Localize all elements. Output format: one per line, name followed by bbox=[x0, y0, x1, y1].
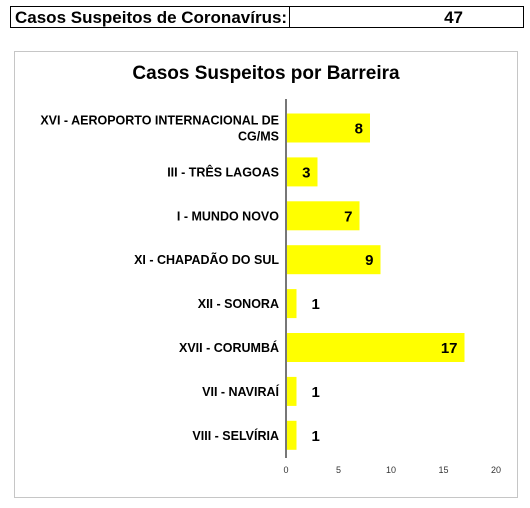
data-label: 7 bbox=[344, 208, 352, 225]
category-label: III - TRÊS LAGOAS bbox=[167, 164, 279, 179]
category-label: I - MUNDO NOVO bbox=[177, 209, 279, 223]
x-tick-label: 10 bbox=[386, 465, 396, 475]
category-label: XI - CHAPADÃO DO SUL bbox=[134, 252, 279, 267]
data-label: 9 bbox=[365, 252, 373, 269]
category-label: XVII - CORUMBÁ bbox=[179, 340, 279, 355]
category-label: XII - SONORA bbox=[198, 297, 279, 311]
suspected-cases-summary: Casos Suspeitos de Coronavírus: 47 bbox=[10, 6, 524, 28]
chart-panel: Casos Suspeitos por Barreira 8 XVI - AERO… bbox=[14, 51, 518, 498]
category-label: CG/MS bbox=[238, 130, 279, 144]
data-label: 8 bbox=[355, 121, 363, 138]
x-tick-label: 0 bbox=[283, 465, 288, 475]
data-label: 1 bbox=[312, 384, 320, 401]
bar bbox=[286, 289, 297, 319]
data-label: 17 bbox=[441, 340, 458, 357]
data-label: 1 bbox=[312, 428, 320, 445]
category-label: VII - NAVIRAÍ bbox=[202, 384, 279, 399]
summary-label: Casos Suspeitos de Coronavírus: bbox=[15, 8, 288, 27]
data-label: 1 bbox=[312, 296, 320, 313]
bar bbox=[286, 420, 297, 450]
bar bbox=[286, 376, 297, 406]
bar bbox=[286, 245, 381, 275]
category-label: XVI - AEROPORTO INTERNACIONAL DE bbox=[40, 114, 279, 128]
x-tick-label: 15 bbox=[438, 465, 448, 475]
bar-chart: 8 XVI - AEROPORTO INTERNACIONAL DE CG/MS 3 I… bbox=[40, 99, 501, 475]
x-tick-label: 20 bbox=[491, 465, 501, 475]
bar bbox=[286, 157, 318, 187]
data-label: 3 bbox=[302, 164, 310, 181]
bar bbox=[286, 333, 465, 362]
summary-value: 47 bbox=[444, 8, 463, 27]
bar bbox=[286, 113, 370, 143]
summary-divider bbox=[289, 7, 290, 27]
category-label: VIII - SELVÍRIA bbox=[192, 428, 279, 443]
x-tick-label: 5 bbox=[336, 465, 341, 475]
bar bbox=[286, 201, 360, 231]
chart-title: Casos Suspeitos por Barreira bbox=[132, 63, 400, 84]
